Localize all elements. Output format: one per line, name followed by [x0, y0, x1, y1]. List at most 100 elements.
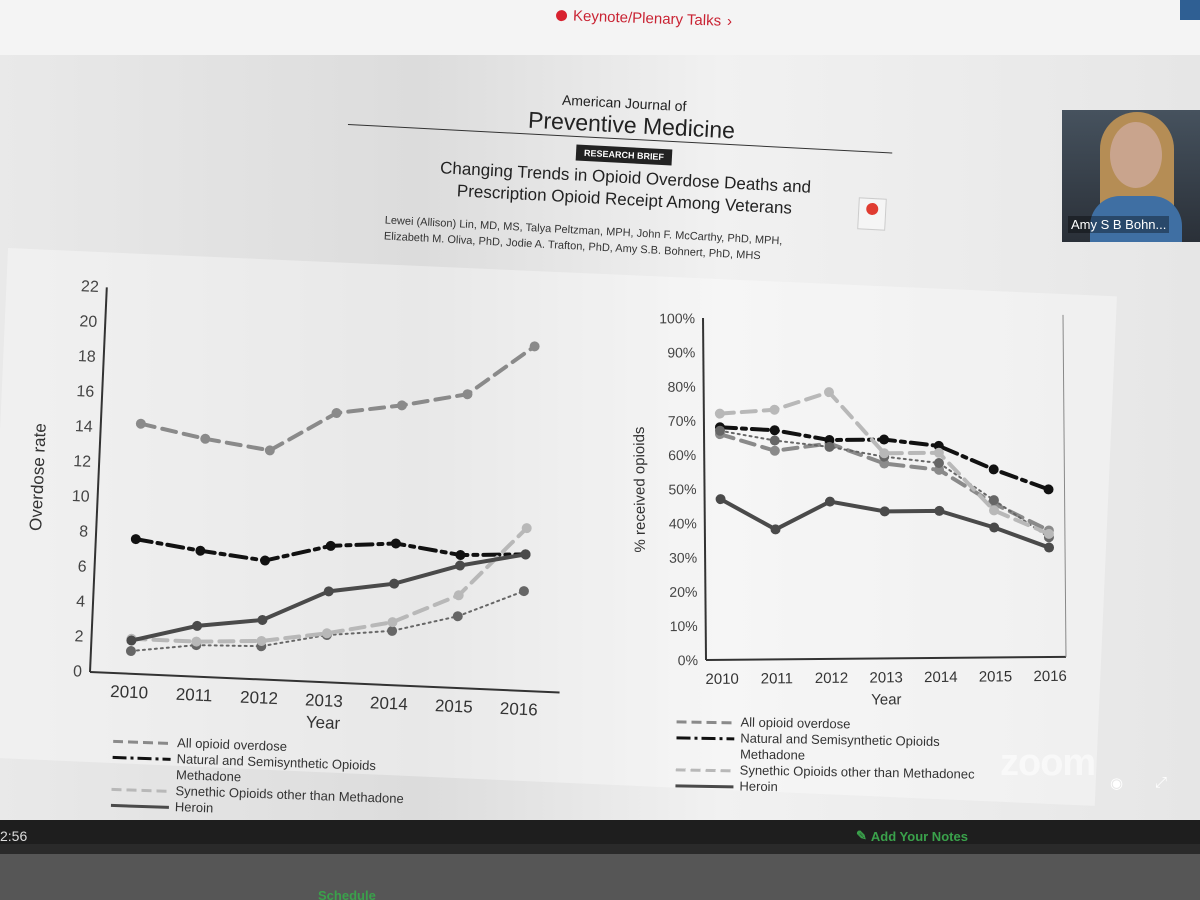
overdose-rate-chart: 0 2 4 6 8 10 12 14 16 18 20 22 2010 2011 2012 2013 2014 2… [26, 278, 560, 733]
pencil-note-icon: ✎ [856, 828, 867, 843]
data-point-all-opioid-overdose [331, 408, 342, 419]
data-point-synethic-opioids-other-than-methadonec [769, 404, 780, 415]
data-point-natural-and-semisynthetic-opioids [260, 555, 271, 566]
received-opioids-chart: 0% 10% 20% 30% 40% 50% 60% 70% 80% 90% 100% 2010 201… [631, 310, 1067, 708]
right-chart-legend: All opioid overdose Natural and Semisynt… [675, 713, 975, 798]
data-point-natural-and-semisynthetic-opioids [455, 550, 466, 561]
y-axis [89, 287, 108, 673]
data-point-heroin [454, 560, 465, 571]
x-axis [705, 655, 1066, 661]
zoom-watermark: zoom [1000, 742, 1096, 784]
y-tick-label: 80% [668, 378, 696, 394]
data-point-synethic-opioids-other-than-methadonec [1043, 528, 1054, 539]
y-tick-label: 18 [78, 348, 97, 366]
schedule-link[interactable]: Schedule [318, 888, 376, 900]
data-point-heroin [389, 578, 400, 589]
y-tick-label: 50% [668, 481, 696, 497]
elapsed-time: 2:56 [0, 828, 28, 844]
data-point-heroin [989, 522, 1000, 533]
x-tick-label: 2016 [499, 699, 538, 720]
data-point-natural-and-semisynthetic-opioids [325, 540, 336, 551]
data-point-all-opioid-overdose [200, 433, 211, 444]
data-point-synethic-opioids-other-than-methadone [453, 590, 464, 601]
x-tick-label: 2012 [240, 688, 279, 709]
data-point-heroin [1044, 542, 1055, 553]
y-tick-label: 0% [678, 652, 698, 668]
series-line-methadone [718, 429, 1050, 539]
y-tick-label: 90% [667, 344, 695, 360]
y-tick-label: 0 [73, 663, 83, 680]
data-point-methadone [452, 611, 463, 622]
x-tick-label: 2013 [305, 690, 344, 711]
data-point-methadone [387, 625, 398, 636]
shared-slide: Keynote/Plenary Talks › American Journal… [0, 0, 1200, 820]
y-tick-label: 6 [77, 558, 87, 575]
data-point-heroin [934, 505, 945, 516]
y-tick-label: 10 [71, 488, 90, 506]
data-point-synethic-opioids-other-than-methadonec [933, 447, 944, 458]
x-axis-label: Year [871, 691, 901, 708]
data-point-natural-and-semisynthetic-opioids [195, 545, 206, 556]
x-tick-label: 2015 [979, 668, 1013, 685]
y-tick-label: 20 [79, 313, 98, 331]
data-point-heroin [257, 614, 268, 625]
data-point-synethic-opioids-other-than-methadonec [714, 408, 725, 419]
x-tick-label: 2011 [761, 670, 793, 687]
y-tick-label: 16 [76, 383, 95, 401]
x-axis [89, 671, 560, 694]
participant-video[interactable]: Amy S B Bohn... [1062, 110, 1200, 242]
series-line-all-opioid-overdose [718, 432, 1051, 533]
left-chart-legend: All opioid overdose Natural and Semisynt… [110, 733, 406, 823]
y-tick-label: 10% [670, 618, 698, 634]
data-point-heroin [770, 524, 781, 535]
y-tick-label: 2 [74, 628, 84, 645]
data-point-natural-and-semisynthetic-opioids [769, 425, 780, 436]
y-tick-label: 14 [75, 418, 94, 436]
data-point-all-opioid-overdose [529, 341, 540, 352]
data-point-heroin [192, 620, 203, 631]
y-tick-label: 12 [73, 453, 92, 471]
data-point-heroin [715, 494, 726, 505]
fullscreen-icon[interactable]: ⤢ [1155, 774, 1168, 791]
x-tick-label: 2011 [175, 685, 212, 706]
participant-name: Amy S B Bohn... [1068, 216, 1170, 233]
x-axis-label: Year [305, 712, 340, 732]
data-point-methadone [125, 646, 136, 657]
data-point-synethic-opioids-other-than-methadonec [824, 387, 835, 398]
data-point-methadone [769, 435, 780, 446]
x-tick-label: 2013 [869, 669, 903, 686]
data-point-all-opioid-overdose [135, 418, 146, 429]
data-point-synethic-opioids-other-than-methadone [321, 628, 332, 639]
add-notes-button[interactable]: ✎ Add Your Notes [856, 828, 968, 844]
y-tick-label: 22 [81, 278, 100, 296]
data-point-synethic-opioids-other-than-methadone [521, 523, 532, 534]
x-tick-label: 2014 [370, 693, 409, 714]
y-tick-label: 100% [659, 310, 695, 326]
data-point-synethic-opioids-other-than-methadone [256, 635, 267, 646]
plot-border [1062, 314, 1067, 657]
data-point-synethic-opioids-other-than-methadonec [879, 448, 890, 459]
y-tick-label: 40% [669, 515, 697, 531]
y-tick-label: 4 [76, 593, 86, 610]
y-axis [702, 318, 707, 661]
data-point-heroin [520, 549, 531, 560]
data-point-methadone [988, 495, 999, 506]
data-point-heroin [323, 586, 334, 597]
y-axis-label: % received opioids [631, 427, 649, 553]
data-point-natural-and-semisynthetic-opioids [879, 434, 890, 445]
x-tick-label: 2012 [815, 670, 849, 687]
y-tick-label: 30% [669, 549, 697, 565]
audio-icon[interactable]: ◉ [1110, 775, 1124, 792]
data-point-methadone [714, 425, 725, 436]
add-notes-label: Add Your Notes [870, 828, 968, 844]
data-point-all-opioid-overdose [462, 389, 473, 400]
data-point-methadone [518, 586, 529, 597]
data-point-methadone [933, 458, 944, 469]
data-point-methadone [824, 441, 835, 452]
participant-face [1110, 122, 1162, 188]
data-point-natural-and-semisynthetic-opioids [390, 538, 401, 549]
x-tick-label: 2014 [924, 669, 958, 686]
x-tick-label: 2010 [110, 682, 149, 703]
bottom-bar [0, 820, 1200, 900]
